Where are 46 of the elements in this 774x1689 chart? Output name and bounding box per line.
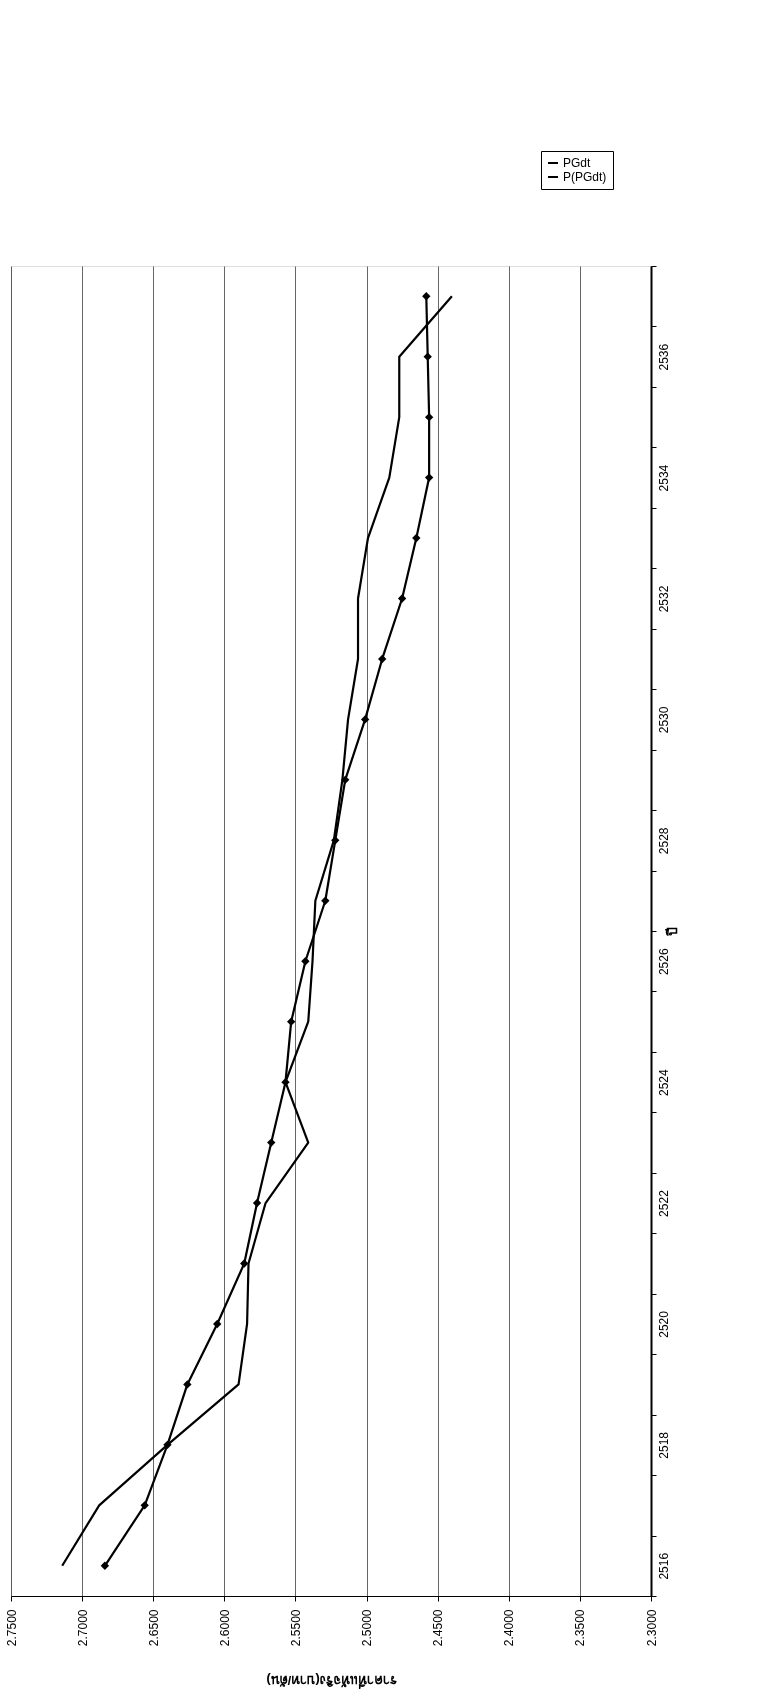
y-tick-label: 2528 — [656, 827, 671, 855]
x-tick-label: 2.5000 — [360, 1609, 375, 1647]
y-tick-label: 2526 — [656, 948, 671, 976]
x-tick-label: 2.4500 — [431, 1609, 446, 1647]
y-tick-label: 2536 — [656, 343, 671, 371]
point — [321, 896, 330, 905]
x-tick-label: 2.3500 — [573, 1609, 588, 1647]
y-axis-title: ปี — [663, 927, 680, 937]
point — [240, 1259, 249, 1268]
x-tick-label: 2.6500 — [146, 1609, 161, 1647]
point — [412, 533, 421, 543]
point — [397, 594, 407, 603]
point — [281, 1077, 290, 1087]
point — [183, 1380, 192, 1389]
x-tick-label: 2.5500 — [288, 1609, 303, 1647]
point — [331, 836, 340, 845]
x-tick-label: 2.3000 — [644, 1609, 659, 1647]
y-tick-label: 2524 — [656, 1068, 671, 1096]
point — [100, 1561, 110, 1570]
point — [163, 1440, 172, 1450]
x-axis-title: ราคาที่แท้จริง(บาท/ตัน) — [266, 1673, 397, 1689]
point — [423, 352, 432, 361]
legend-label: PGdt — [563, 156, 592, 170]
point — [424, 473, 434, 482]
y-tick-label: 2530 — [656, 706, 671, 734]
point — [378, 654, 387, 664]
point — [140, 1501, 149, 1510]
y-tick-label: 2534 — [656, 464, 671, 492]
point — [341, 775, 350, 785]
x-tick-label: 2.7000 — [75, 1609, 90, 1647]
y-tick-label: 2518 — [656, 1431, 671, 1459]
point — [301, 957, 310, 966]
y-tick-label: 2532 — [656, 585, 671, 613]
y-tick-label: 2522 — [656, 1189, 671, 1217]
point — [213, 1319, 222, 1329]
point — [422, 292, 431, 301]
point — [286, 1017, 296, 1026]
y-tick-label: 2516 — [656, 1552, 671, 1580]
point — [267, 1138, 276, 1147]
y-tick-label: 2520 — [656, 1310, 671, 1338]
point — [360, 715, 370, 724]
x-tick-label: 2.4000 — [502, 1609, 517, 1647]
point — [252, 1198, 262, 1208]
legend-label: P(PGdt) — [563, 170, 607, 184]
x-tick-label: 2.7500 — [4, 1609, 19, 1647]
x-tick-label: 2.6000 — [217, 1609, 232, 1647]
